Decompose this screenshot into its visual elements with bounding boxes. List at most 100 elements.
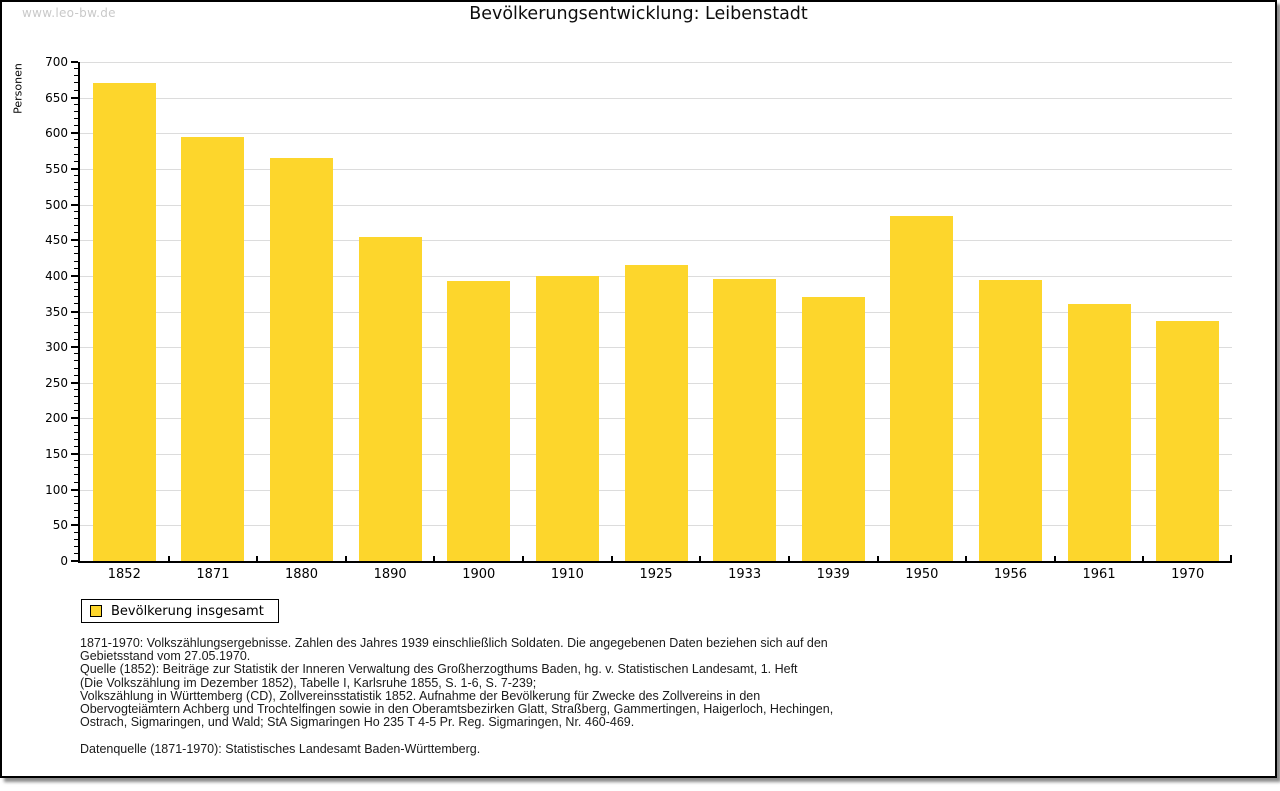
x-axis-label-1939: 1939 — [816, 567, 850, 582]
bar-1933 — [713, 279, 777, 561]
y-axis-minor-tick — [74, 545, 78, 547]
y-axis-minor-tick — [74, 353, 78, 355]
bar-1880 — [270, 158, 334, 561]
y-axis-minor-tick — [74, 103, 78, 105]
y-axis-minor-tick — [74, 360, 78, 362]
bar-1890 — [358, 237, 422, 561]
y-axis-minor-tick — [74, 82, 78, 84]
x-axis-label-1961: 1961 — [1082, 567, 1116, 582]
y-axis-minor-tick — [74, 118, 78, 120]
y-axis-tick-label: 600 — [45, 126, 68, 141]
bar-1939 — [801, 297, 865, 561]
gridline-600 — [80, 133, 1232, 135]
y-axis-tick-label: 550 — [45, 161, 68, 176]
y-axis-minor-tick — [74, 424, 78, 426]
footnote-line: Obervogteiämtern Achberg und Trochtelfin… — [80, 701, 834, 716]
y-axis-major-tick — [71, 346, 78, 349]
bar-1910 — [535, 276, 599, 561]
y-axis-tick-label: 400 — [45, 268, 68, 283]
y-axis-minor-tick — [74, 467, 78, 469]
footnote-spacer — [80, 729, 833, 742]
x-axis-boundary-tick — [610, 556, 613, 561]
y-axis-minor-tick — [74, 246, 78, 248]
legend-swatch-icon — [90, 605, 102, 617]
y-axis-minor-tick — [74, 139, 78, 141]
bar-1961 — [1067, 304, 1131, 561]
footnote-line: Quelle (1852): Beiträge zur Statistik de… — [80, 662, 798, 677]
y-axis-minor-tick — [74, 502, 78, 504]
y-axis-minor-tick — [74, 210, 78, 212]
y-axis-tick-label: 100 — [45, 482, 68, 497]
y-axis-major-tick — [71, 310, 78, 313]
x-axis-label-1871: 1871 — [196, 567, 230, 582]
bar-1925 — [624, 265, 688, 561]
y-axis-tick-label: 450 — [45, 233, 68, 248]
y-axis-minor-tick — [74, 267, 78, 269]
y-axis-minor-tick — [74, 474, 78, 476]
gridline-700 — [80, 62, 1232, 63]
y-axis-minor-tick — [74, 260, 78, 262]
y-axis-minor-tick — [74, 153, 78, 155]
bar-1956 — [978, 280, 1042, 561]
footnote-line: (Die Volkszählung im Dezember 1852), Tab… — [80, 675, 537, 690]
y-axis-tick-label: 0 — [60, 554, 68, 568]
watermark-leo-bw: www.leo-bw.de — [22, 6, 116, 20]
y-axis-minor-tick — [74, 431, 78, 433]
y-axis-major-tick — [71, 524, 78, 527]
y-axis-minor-tick — [74, 125, 78, 127]
y-axis-minor-tick — [74, 510, 78, 512]
y-axis-major-tick — [71, 274, 78, 277]
y-axis-minor-tick — [74, 160, 78, 162]
x-axis-label-1956: 1956 — [993, 567, 1027, 582]
y-axis-minor-tick — [74, 303, 78, 305]
y-axis-major-tick — [71, 453, 78, 456]
y-axis-tick-label: 200 — [45, 411, 68, 426]
y-axis-major-tick — [71, 417, 78, 420]
y-axis-major-tick — [71, 560, 78, 562]
x-axis-boundary-tick — [433, 556, 436, 561]
x-axis-boundary-tick — [965, 556, 968, 561]
y-axis-minor-tick — [74, 481, 78, 483]
y-axis-major-tick — [71, 167, 78, 170]
y-axis-minor-tick — [74, 232, 78, 234]
y-axis-minor-tick — [74, 339, 78, 341]
y-axis-minor-tick — [74, 224, 78, 226]
x-axis-end-tick — [1230, 555, 1232, 561]
y-axis-minor-tick — [74, 317, 78, 319]
y-axis-tick-label: 300 — [45, 340, 68, 355]
x-axis-boundary-tick — [787, 556, 790, 561]
x-axis-label-1910: 1910 — [550, 567, 584, 582]
y-axis-major-tick — [71, 488, 78, 491]
bar-1871 — [181, 137, 245, 561]
footnote-line: Gebietsstand vom 27.05.1970. — [80, 649, 251, 664]
y-axis-tick-label: 650 — [45, 90, 68, 105]
x-axis-boundary-tick — [256, 556, 259, 561]
y-axis-minor-tick — [74, 75, 78, 77]
y-axis-minor-tick — [74, 374, 78, 376]
y-axis-minor-tick — [74, 189, 78, 191]
y-axis-minor-tick — [74, 445, 78, 447]
y-axis-minor-tick — [74, 289, 78, 291]
x-axis-boundary-tick — [876, 556, 879, 561]
x-axis-boundary-tick — [1142, 556, 1145, 561]
footnote-datasource: Datenquelle (1871-1970): Statistisches L… — [80, 741, 481, 756]
gridline-650 — [80, 97, 1232, 99]
y-axis-major-tick — [71, 381, 78, 384]
y-axis-minor-tick — [74, 517, 78, 519]
y-axis-tick-label: 50 — [52, 518, 68, 533]
y-axis-minor-tick — [74, 196, 78, 198]
y-axis-tick-label: 700 — [45, 55, 68, 69]
legend-label: Bevölkerung insgesamt — [111, 603, 264, 619]
y-axis-major-tick — [71, 132, 78, 135]
source-footnotes: 1871-1970: Volkszählungsergebnisse. Zahl… — [80, 636, 834, 756]
footnote-line: Ostrach, Sigmaringen, und Wald; StA Sigm… — [80, 715, 635, 730]
y-axis-major-tick — [71, 96, 78, 99]
y-axis-minor-tick — [74, 388, 78, 390]
gridline-500 — [80, 204, 1232, 206]
x-axis-label-1925: 1925 — [639, 567, 673, 582]
y-axis-minor-tick — [74, 331, 78, 333]
y-axis-minor-tick — [74, 68, 78, 70]
y-axis-minor-tick — [74, 460, 78, 462]
y-axis-minor-tick — [74, 538, 78, 540]
